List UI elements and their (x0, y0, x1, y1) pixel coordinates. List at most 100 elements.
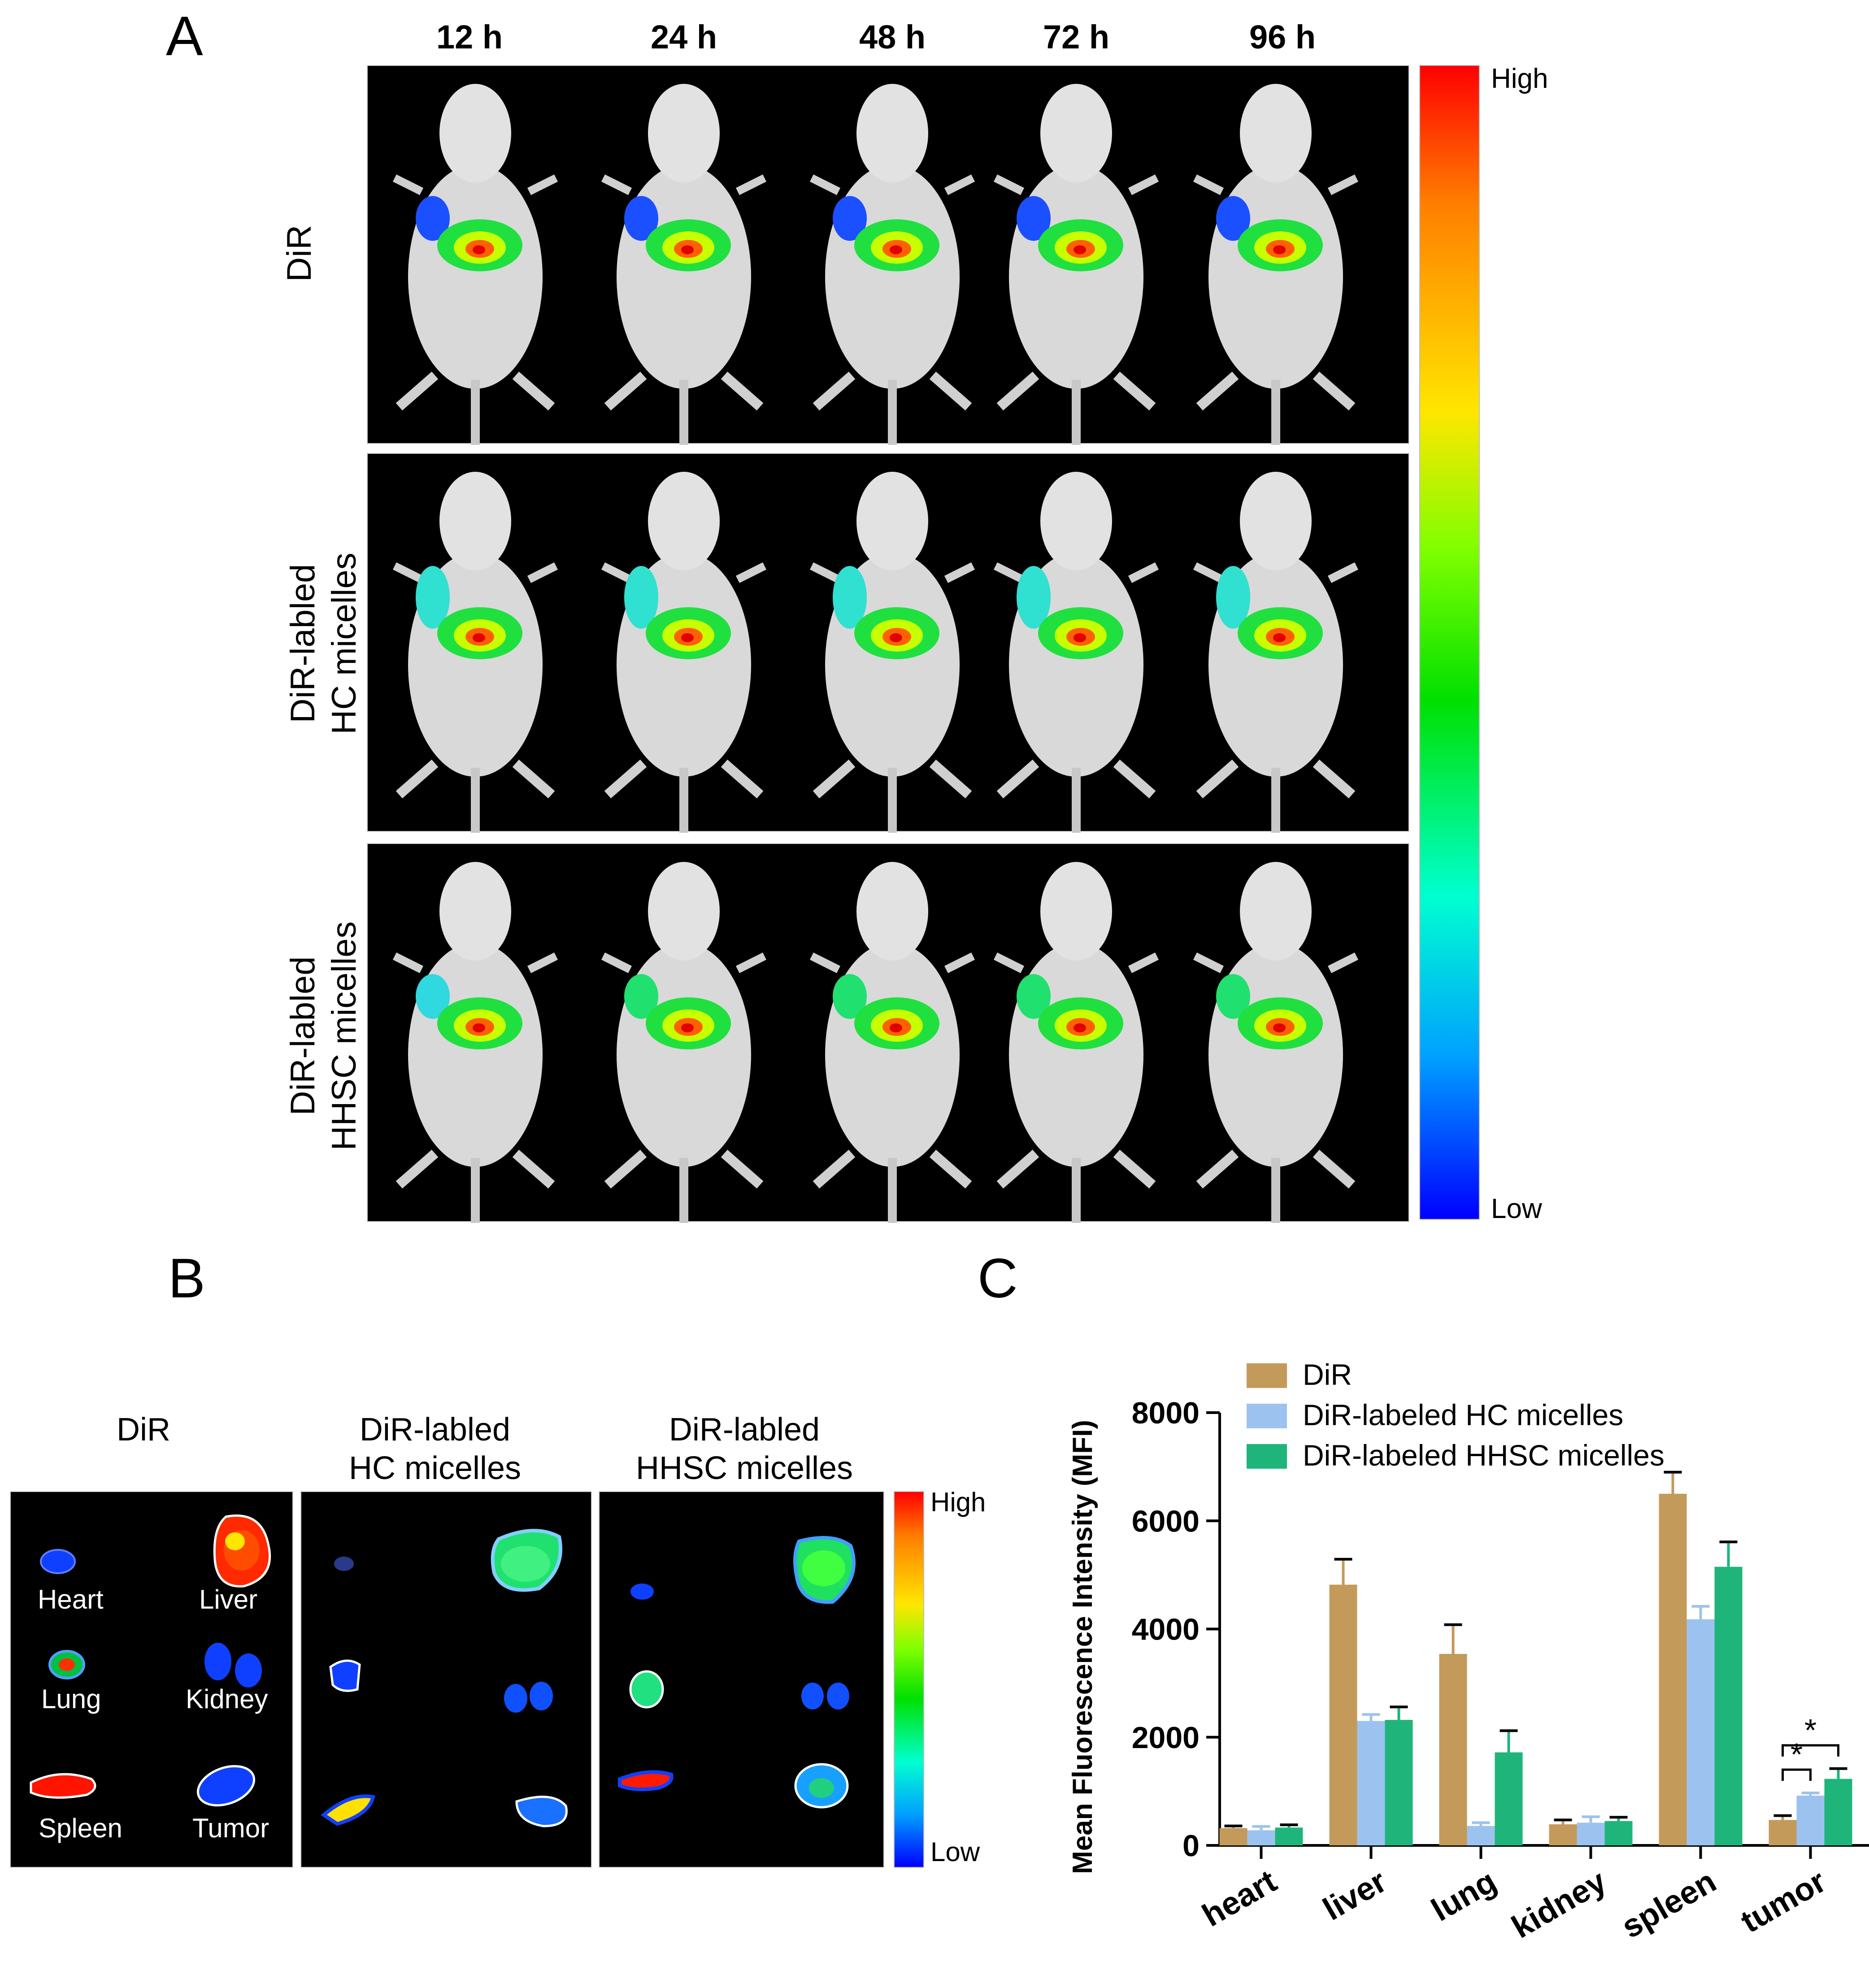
mouse-2-3 (993, 862, 1159, 1223)
left-signal (624, 566, 658, 629)
mouse-1-3 (993, 472, 1159, 833)
row-label-hc-micelles: DiR-labled HC micelles (284, 552, 363, 735)
mouse-0-0 (392, 84, 558, 445)
mice-row-dir (392, 84, 1359, 445)
sig-star-1: * (1791, 1737, 1803, 1772)
colorbar-b-high: High (930, 1487, 986, 1517)
panel-b-letter: B (168, 1248, 205, 1309)
organ-panel-hhsc (599, 1491, 884, 1868)
bar-tumor-1 (1796, 1796, 1825, 1845)
left-signal (833, 974, 867, 1019)
mouse-2-1 (601, 862, 767, 1223)
row-label-hhsc-micelles: DiR-labled HHSC micelles (284, 921, 363, 1151)
left-signal (416, 974, 450, 1019)
sig-star-2: * (1804, 1713, 1817, 1748)
mouse-2-0 (392, 862, 558, 1223)
organ-label-lung: Lung (41, 1684, 101, 1714)
bar-kidney-0 (1549, 1824, 1577, 1845)
left-signal (1017, 974, 1051, 1019)
bar-kidney-2 (1604, 1821, 1633, 1845)
left-signal (416, 196, 450, 241)
x-tick-label-spleen: spleen (1616, 1863, 1722, 1945)
mouse-2-4 (1193, 862, 1359, 1223)
mice-row-hhsc (392, 862, 1359, 1223)
significance-brackets: ** (1782, 1713, 1839, 1781)
bar-spleen-1 (1686, 1619, 1715, 1845)
left-signal (624, 974, 658, 1019)
left-signal (1216, 196, 1250, 241)
b-group-title-hc: DiR-labled HC micelles (348, 1412, 522, 1486)
bar-kidney-1 (1577, 1823, 1605, 1845)
y-axis-label: Mean Fluorescence Intensity (MFI) (1067, 1420, 1098, 1874)
legend-label: DiR-labeled HC micelles (1303, 1398, 1623, 1431)
y-tick-label: 8000 (1132, 1396, 1200, 1430)
timepoint-72h: 72 h (1043, 18, 1110, 56)
mouse-1-0 (392, 472, 558, 833)
left-signal (416, 566, 450, 629)
imaging-panel-hhsc-micelles (367, 843, 1409, 1223)
legend-swatch (1247, 1404, 1287, 1428)
bar-spleen-2 (1714, 1566, 1743, 1845)
y-tick-label: 2000 (1132, 1721, 1200, 1755)
panel-c-letter: C (978, 1248, 1018, 1309)
bar-tumor-0 (1769, 1820, 1797, 1845)
mouse-0-2 (809, 84, 975, 445)
x-tick-label-heart: heart (1196, 1863, 1282, 1934)
y-tick-label: 4000 (1132, 1613, 1200, 1647)
imaging-panel-hc-micelles (367, 453, 1409, 833)
left-signal (1216, 974, 1250, 1019)
bar-lung-1 (1467, 1826, 1495, 1845)
x-tick-label-liver: liver (1317, 1863, 1392, 1927)
mouse-0-3 (993, 84, 1159, 445)
mouse-2-2 (809, 862, 975, 1223)
colorbar-a-high: High (1491, 63, 1548, 94)
organ-panel-dir: Heart Liver Lung Kidney Spleen Tumor (10, 1491, 293, 1868)
mouse-0-1 (601, 84, 767, 445)
colorbar-a-low: Low (1491, 1193, 1542, 1224)
bars (1219, 1470, 1852, 1845)
timepoint-24h: 24 h (650, 18, 717, 56)
organ-panel-hc (300, 1491, 592, 1868)
y-tick-label: 0 (1182, 1829, 1200, 1863)
bar-heart-1 (1247, 1830, 1275, 1845)
organ-label-kidney: Kidney (186, 1684, 268, 1714)
mouse-1-4 (1193, 472, 1359, 833)
timepoint-48h: 48 h (859, 18, 926, 56)
bar-spleen-0 (1659, 1493, 1687, 1845)
legend: DiR DiR-labeled HC micelles DiR-labeled HH… (1247, 1358, 1665, 1472)
colorbar-b (894, 1491, 924, 1868)
imaging-panel-dir (367, 65, 1409, 445)
organ-label-heart: Heart (38, 1584, 104, 1614)
x-tick-label-lung: lung (1426, 1863, 1503, 1928)
timepoint-96h: 96 h (1249, 18, 1316, 56)
legend-label: DiR-labeled HHSC micelles (1303, 1439, 1665, 1472)
mice-row-hc (392, 472, 1359, 833)
left-signal (833, 566, 867, 629)
bar-chart: 0 2000 4000 6000 8000 Mean Fluorescence Inten… (1067, 1358, 1869, 1945)
mouse-1-1 (601, 472, 767, 833)
legend-swatch (1247, 1363, 1287, 1388)
bar-liver-1 (1357, 1721, 1385, 1845)
legend-swatch (1247, 1444, 1287, 1469)
bar-liver-0 (1329, 1584, 1357, 1845)
bar-lung-2 (1495, 1752, 1523, 1845)
row-label-dir: DiR (280, 225, 318, 282)
organ-label-tumor: Tumor (192, 1813, 269, 1843)
panel-a-letter: A (166, 5, 203, 67)
mouse-1-2 (809, 472, 975, 833)
bar-lung-0 (1439, 1653, 1467, 1845)
bar-tumor-2 (1824, 1779, 1852, 1845)
left-signal (1017, 196, 1051, 241)
x-tick-label-kidney: kidney (1506, 1863, 1613, 1945)
legend-label: DiR (1303, 1358, 1352, 1391)
left-signal (1216, 566, 1250, 629)
organ-label-spleen: Spleen (39, 1813, 122, 1843)
colorbar-b-low: Low (930, 1837, 980, 1867)
bar-heart-2 (1275, 1827, 1303, 1845)
left-signal (833, 196, 867, 241)
organs-hc (321, 1529, 568, 1827)
x-tick-label-tumor: tumor (1735, 1863, 1832, 1940)
b-group-title-hhsc: DiR-labled HHSC micelles (635, 1412, 853, 1486)
bar-heart-0 (1219, 1828, 1247, 1845)
y-tick-label: 6000 (1132, 1504, 1200, 1538)
